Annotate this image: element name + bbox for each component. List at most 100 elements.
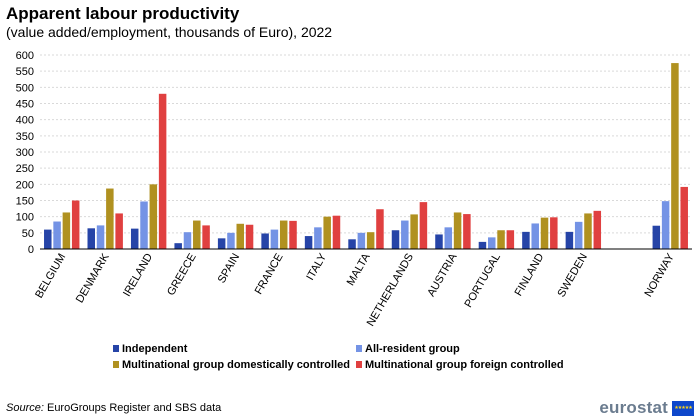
bar-portugal-3 xyxy=(506,230,515,249)
x-tick-label: NORWAY xyxy=(642,251,677,299)
bar-denmark-3 xyxy=(115,213,123,249)
y-tick-label: 200 xyxy=(16,179,34,191)
bar-norway-0 xyxy=(652,225,661,249)
bar-malta-1 xyxy=(357,232,366,249)
y-axis-ticks: 0 50 100 150 200 250 300 350 400 450 500 550 600 xyxy=(16,50,34,256)
legend-swatch xyxy=(356,345,362,352)
bar-sweden-0 xyxy=(565,231,574,249)
bar-belgium-1 xyxy=(53,221,61,249)
grid-lines xyxy=(40,54,692,234)
x-tick-label: SWEDEN xyxy=(555,251,590,299)
bar-greece-3 xyxy=(202,225,210,249)
x-tick-label: GREECE xyxy=(165,252,199,298)
bar-france-3 xyxy=(289,220,297,249)
source-note: Source: EuroGroups Register and SBS data xyxy=(6,402,221,414)
bar-belgium-0 xyxy=(44,229,52,249)
bar-finland-0 xyxy=(522,231,530,249)
x-tick-label: IRELAND xyxy=(121,251,155,298)
source-label: Source: xyxy=(6,402,44,414)
y-tick-label: 400 xyxy=(16,115,34,127)
bar-portugal-0 xyxy=(478,241,487,249)
chart-title: Apparent labour productivity xyxy=(6,4,240,23)
bar-chart: 0 50 100 150 200 250 300 350 400 450 500 550 600 BEL… xyxy=(16,50,692,371)
bar-denmark-0 xyxy=(87,228,95,249)
bar-finland-1 xyxy=(531,223,539,249)
bar-austria-2 xyxy=(453,212,462,249)
bar-italy-0 xyxy=(304,236,313,249)
legend: Independent All-resident group Multination… xyxy=(113,343,564,371)
bar-italy-1 xyxy=(314,227,322,249)
bar-norway-2 xyxy=(671,63,679,250)
bar-france-0 xyxy=(261,233,269,249)
bar-norway-1 xyxy=(661,201,670,249)
chart-subtitle: (value added/employment, thousands of Eu… xyxy=(6,24,333,40)
bar-sweden-1 xyxy=(574,221,583,249)
bar-austria-3 xyxy=(463,214,471,249)
y-tick-label: 50 xyxy=(22,228,34,240)
bar-spain-2 xyxy=(236,223,244,249)
y-tick-label: 300 xyxy=(16,147,34,159)
eurostat-logo: eurostat ★★★★★ xyxy=(599,398,694,418)
bar-malta-0 xyxy=(348,239,356,249)
bar-finland-2 xyxy=(540,217,549,249)
bar-france-2 xyxy=(279,220,288,249)
x-tick-label: MALTA xyxy=(345,251,373,288)
legend-label: Multinational group domestically control… xyxy=(122,359,350,371)
bar-sweden-2 xyxy=(584,213,592,249)
bars xyxy=(44,63,688,250)
bar-ireland-2 xyxy=(149,184,158,249)
x-tick-label: NETHERLANDS xyxy=(365,252,416,329)
bar-sweden-3 xyxy=(593,210,602,249)
bar-netherlands-3 xyxy=(419,202,428,249)
x-tick-label: SPAIN xyxy=(216,251,243,285)
y-tick-label: 150 xyxy=(16,196,34,208)
y-tick-label: 100 xyxy=(16,212,34,224)
x-tick-label: AUSTRIA xyxy=(425,251,460,299)
bar-italy-2 xyxy=(323,216,331,249)
y-tick-label: 0 xyxy=(28,244,34,256)
bar-spain-1 xyxy=(227,232,235,249)
legend-swatch xyxy=(356,361,362,368)
bar-norway-3 xyxy=(680,186,688,249)
bar-ireland-3 xyxy=(158,93,167,249)
legend-swatch xyxy=(113,361,119,368)
bar-denmark-2 xyxy=(106,188,114,249)
x-axis-tick-labels: BELGIUM DENMARK IRELAND GREECE SPAIN FRANCE IT… xyxy=(33,251,677,329)
bar-denmark-1 xyxy=(96,225,105,249)
y-tick-label: 600 xyxy=(16,50,34,62)
logo-text: eurostat xyxy=(599,398,668,417)
legend-swatch xyxy=(113,345,119,352)
legend-label: Independent xyxy=(122,343,188,355)
bar-netherlands-2 xyxy=(410,214,418,249)
bar-austria-1 xyxy=(444,227,453,249)
bar-ireland-1 xyxy=(140,201,148,249)
bar-netherlands-0 xyxy=(391,230,400,249)
eu-flag-icon: ★★★★★ xyxy=(672,400,694,416)
bar-greece-2 xyxy=(193,220,201,249)
x-tick-label: DENMARK xyxy=(74,251,112,305)
x-tick-label: BELGIUM xyxy=(33,252,68,301)
bar-belgium-2 xyxy=(62,212,71,249)
source-text: EuroGroups Register and SBS data xyxy=(43,402,222,414)
x-tick-label: FINLAND xyxy=(513,251,547,298)
y-tick-label: 450 xyxy=(16,99,34,111)
bar-italy-3 xyxy=(332,215,341,249)
x-tick-label: FRANCE xyxy=(253,252,286,297)
bar-finland-3 xyxy=(550,217,558,249)
bar-greece-1 xyxy=(183,232,192,249)
y-tick-label: 500 xyxy=(16,82,34,94)
bar-malta-2 xyxy=(366,232,375,249)
y-tick-label: 550 xyxy=(16,66,34,78)
bar-portugal-1 xyxy=(488,237,496,249)
bar-belgium-3 xyxy=(71,200,80,249)
bar-austria-0 xyxy=(435,234,443,249)
x-tick-label: ITALY xyxy=(304,251,329,283)
x-tick-label: PORTUGAL xyxy=(462,252,503,310)
legend-label: Multinational group foreign controlled xyxy=(365,359,564,371)
bar-netherlands-1 xyxy=(401,220,409,249)
bar-malta-3 xyxy=(376,209,384,249)
bar-spain-3 xyxy=(245,224,254,249)
bar-greece-0 xyxy=(174,243,182,249)
y-tick-label: 250 xyxy=(16,163,34,175)
bar-ireland-0 xyxy=(130,228,139,249)
